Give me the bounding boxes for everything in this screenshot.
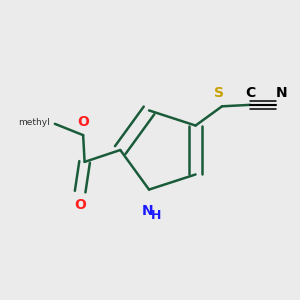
Text: O: O (77, 115, 89, 129)
Text: N: N (276, 86, 288, 100)
Text: N: N (142, 204, 153, 218)
Text: S: S (214, 86, 224, 100)
Text: C: C (245, 86, 255, 100)
Text: methyl: methyl (18, 118, 50, 127)
Text: O: O (74, 198, 86, 212)
Text: H: H (151, 209, 162, 222)
